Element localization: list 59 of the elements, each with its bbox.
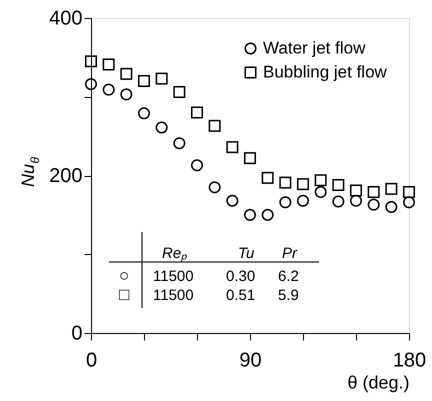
x-tick-label: 180 [392, 350, 426, 372]
point [297, 194, 309, 207]
x-tick-label: 0 [86, 350, 98, 372]
annotation: 6.2 [278, 268, 299, 285]
annotation: 0.30 [226, 268, 256, 285]
legend-label: Bubbling jet flow [263, 62, 388, 82]
point [208, 181, 221, 194]
legend-label: Water jet flow [263, 38, 366, 58]
annotation: □ [119, 285, 130, 304]
point [85, 55, 97, 68]
annotation: 11500 [153, 287, 194, 304]
point [279, 176, 292, 189]
point [191, 106, 203, 118]
point [226, 194, 238, 207]
point [138, 75, 150, 87]
point [102, 58, 115, 70]
point [368, 198, 380, 211]
annotation: 5.9 [278, 287, 299, 304]
point [208, 120, 221, 132]
annotation: Tu [238, 245, 256, 262]
point [120, 88, 132, 100]
y-axis-title: Nuθ [18, 156, 42, 188]
y-tick-label: 200 [49, 165, 82, 187]
point [385, 201, 398, 213]
point [85, 78, 97, 90]
point [156, 72, 168, 85]
point [138, 107, 150, 120]
point [297, 178, 309, 190]
x-tick-label: 90 [239, 350, 262, 372]
point [156, 121, 168, 134]
point [332, 178, 344, 191]
annotation: ○ [119, 266, 130, 285]
point [191, 159, 203, 172]
point [262, 208, 274, 221]
point [279, 196, 292, 208]
point [244, 208, 256, 221]
y-tick-label: 0 [71, 322, 82, 344]
point [244, 152, 256, 164]
point [350, 194, 362, 207]
point [173, 137, 186, 150]
point [385, 182, 398, 195]
point [350, 184, 362, 196]
annotation: Pr [282, 245, 298, 262]
point [368, 186, 380, 198]
point [403, 196, 415, 208]
point [332, 196, 344, 208]
point [314, 174, 327, 186]
point [226, 141, 238, 154]
point [403, 186, 415, 198]
point [102, 84, 115, 96]
x-axis-title: θ (deg.) [347, 372, 410, 392]
point [314, 186, 327, 198]
point [262, 172, 274, 184]
point [173, 86, 186, 98]
annotation: Reₚ [162, 245, 188, 262]
point [120, 68, 132, 80]
annotation: 11500 [153, 268, 194, 285]
y-tick-label: 400 [49, 8, 82, 30]
annotation: 0.51 [226, 287, 256, 304]
